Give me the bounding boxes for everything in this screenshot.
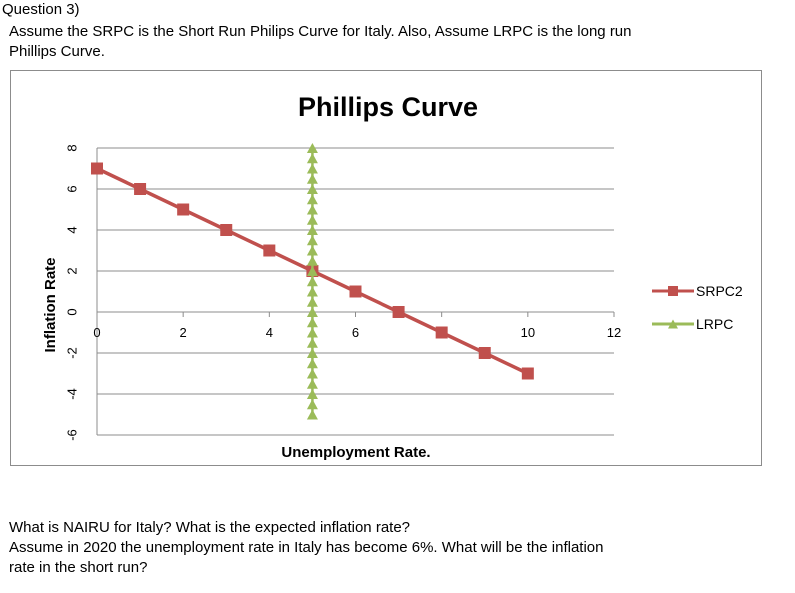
- data-point-lrpc: [306, 348, 318, 358]
- legend-marker-lrpc: [668, 319, 678, 329]
- data-point-srpc2: [478, 347, 491, 359]
- data-point-lrpc: [306, 317, 318, 328]
- y-tick-label: -4: [65, 388, 80, 400]
- question-heading: Question 3): [2, 1, 80, 18]
- y-tick-label: 0: [65, 308, 80, 315]
- data-point-srpc2: [392, 306, 405, 318]
- y-tick-label: -2: [65, 347, 80, 359]
- data-point-lrpc: [306, 225, 318, 235]
- question-footer-line: Assume in 2020 the unemployment rate in …: [9, 539, 604, 556]
- x-tick-label: 10: [521, 325, 535, 340]
- y-tick-label: 2: [65, 267, 80, 274]
- legend-marker-srpc2: [668, 286, 678, 296]
- y-tick-label: 4: [65, 226, 80, 233]
- data-point-lrpc: [306, 184, 318, 194]
- data-point-lrpc: [306, 153, 318, 164]
- data-point-srpc2: [521, 367, 534, 380]
- data-point-lrpc: [306, 378, 318, 389]
- question-footer-line: What is NAIRU for Italy? What is the exp…: [9, 519, 411, 536]
- y-tick-label: 8: [65, 144, 80, 151]
- data-point-lrpc: [306, 245, 318, 256]
- x-tick-label: 4: [266, 325, 273, 340]
- data-point-lrpc: [306, 389, 318, 399]
- y-axis-label: Inflation Rate: [42, 257, 59, 352]
- question-footer-line: rate in the short run?: [9, 559, 148, 576]
- data-point-lrpc: [306, 368, 318, 379]
- data-point-srpc2: [349, 285, 362, 298]
- data-point-srpc2: [134, 183, 147, 195]
- data-point-lrpc: [306, 143, 318, 153]
- y-tick-label: 6: [65, 185, 80, 192]
- data-point-lrpc: [306, 337, 318, 348]
- data-point-lrpc: [306, 409, 318, 420]
- data-point-lrpc: [306, 214, 318, 225]
- data-point-srpc2: [91, 162, 103, 175]
- data-point-lrpc: [306, 204, 318, 215]
- data-point-lrpc: [306, 173, 318, 184]
- question-intro-line: Phillips Curve.: [9, 43, 105, 60]
- chart-frame: [10, 70, 762, 466]
- legend-label: SRPC2: [696, 283, 743, 299]
- data-point-lrpc: [306, 276, 318, 287]
- data-point-srpc2: [177, 203, 190, 216]
- data-point-lrpc: [306, 255, 318, 266]
- x-tick-label: 2: [180, 325, 187, 340]
- x-tick-label: 0: [93, 325, 100, 340]
- data-point-lrpc: [306, 358, 318, 369]
- data-point-lrpc: [306, 286, 318, 297]
- data-point-lrpc: [306, 194, 318, 205]
- data-point-lrpc: [306, 399, 318, 410]
- data-point-srpc2: [263, 244, 276, 257]
- data-point-lrpc: [306, 266, 318, 276]
- data-point-srpc2: [435, 326, 448, 339]
- x-tick-label: 6: [352, 325, 359, 340]
- x-tick-label: 12: [607, 325, 621, 340]
- chart-title: Phillips Curve: [298, 92, 478, 122]
- data-point-srpc2: [220, 224, 233, 236]
- data-point-lrpc: [306, 296, 318, 307]
- series: [91, 143, 534, 420]
- y-tick-label: -6: [65, 429, 80, 441]
- question-intro-line: Assume the SRPC is the Short Run Philips…: [9, 23, 632, 40]
- legend: SRPC2 LRPC: [652, 283, 743, 332]
- question-footer: What is NAIRU for Italy? What is the exp…: [9, 518, 709, 578]
- x-axis-label: Unemployment Rate.: [281, 444, 430, 461]
- data-point-lrpc: [306, 307, 318, 317]
- legend-label: LRPC: [696, 316, 733, 332]
- data-point-lrpc: [306, 163, 318, 174]
- data-point-lrpc: [306, 235, 318, 246]
- data-point-lrpc: [306, 327, 318, 338]
- question-intro: Assume the SRPC is the Short Run Philips…: [9, 22, 709, 62]
